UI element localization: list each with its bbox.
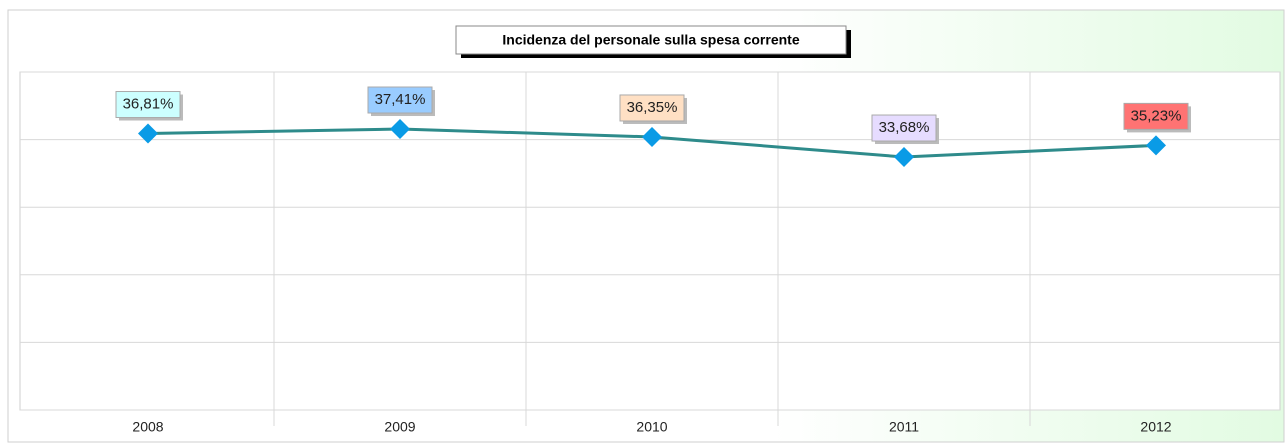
value-label: 33,68%: [879, 119, 930, 136]
value-label-box: [367, 86, 433, 114]
value-label-box: [619, 94, 685, 122]
chart-title: Incidenza del personale sulla spesa corr…: [502, 32, 799, 48]
marker: [1146, 135, 1166, 156]
value-label: 37,41%: [375, 91, 426, 108]
value-label-box: [115, 91, 181, 119]
plot-area: [19, 71, 1281, 411]
value-label-box: [1123, 102, 1189, 130]
x-tick-label: 2009: [384, 419, 415, 435]
x-tick-label: 2008: [132, 419, 163, 435]
value-label: 35,23%: [1131, 107, 1182, 124]
marker: [894, 147, 914, 168]
x-tick-label: 2010: [636, 419, 667, 435]
value-label: 36,35%: [627, 99, 678, 116]
value-label-box: [871, 114, 937, 142]
value-label: 36,81%: [123, 95, 174, 112]
x-tick-label: 2011: [889, 419, 919, 435]
x-tick-label: 2012: [1140, 419, 1171, 435]
marker: [390, 119, 410, 140]
title-box: [455, 25, 847, 55]
marker: [138, 123, 158, 144]
marker: [642, 126, 662, 147]
